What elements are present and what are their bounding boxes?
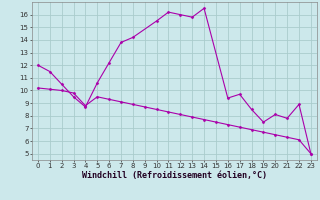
X-axis label: Windchill (Refroidissement éolien,°C): Windchill (Refroidissement éolien,°C) <box>82 171 267 180</box>
